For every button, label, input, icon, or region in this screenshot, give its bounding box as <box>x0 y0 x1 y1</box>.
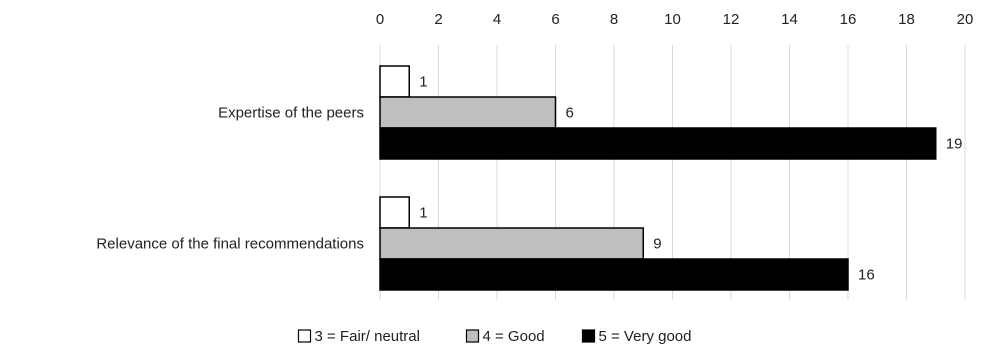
x-tick-label: 4 <box>493 11 501 28</box>
x-axis-ticks: 0 2 4 6 8 10 12 14 16 18 20 <box>376 11 974 28</box>
legend-swatch <box>581 329 596 343</box>
x-tick-label: 6 <box>551 11 559 28</box>
legend-swatch <box>465 329 480 343</box>
gridlines <box>379 45 966 300</box>
bar <box>379 196 410 229</box>
x-tick-label: 20 <box>957 11 974 28</box>
bar <box>379 258 849 291</box>
x-tick-label: 18 <box>898 11 915 28</box>
data-label: 1 <box>419 74 427 91</box>
legend-swatch <box>297 329 312 343</box>
bar <box>379 127 937 160</box>
data-label: 19 <box>946 136 963 153</box>
data-label: 1 <box>419 205 427 222</box>
bar <box>379 227 644 260</box>
x-tick-label: 12 <box>723 11 740 28</box>
data-label: 9 <box>653 236 661 253</box>
bar <box>379 96 557 129</box>
category-label: Relevance of the final recommendations <box>96 236 364 253</box>
x-tick-label: 2 <box>434 11 442 28</box>
x-tick-label: 0 <box>376 11 384 28</box>
legend-label: 5 = Very good <box>599 328 692 345</box>
bars <box>379 65 937 291</box>
category-labels: Expertise of the peers Relevance of the f… <box>96 105 364 253</box>
x-tick-label: 10 <box>664 11 681 28</box>
legend-label: 4 = Good <box>483 328 545 345</box>
legend: 3 = Fair/ neutral 4 = Good 5 = Very good <box>297 328 692 345</box>
x-tick-label: 8 <box>610 11 618 28</box>
bar <box>379 65 410 98</box>
x-tick-label: 14 <box>781 11 798 28</box>
legend-label: 3 = Fair/ neutral <box>315 328 420 345</box>
data-label: 6 <box>566 105 574 122</box>
category-label: Expertise of the peers <box>218 105 364 122</box>
data-label: 16 <box>858 267 875 284</box>
x-tick-label: 16 <box>840 11 857 28</box>
